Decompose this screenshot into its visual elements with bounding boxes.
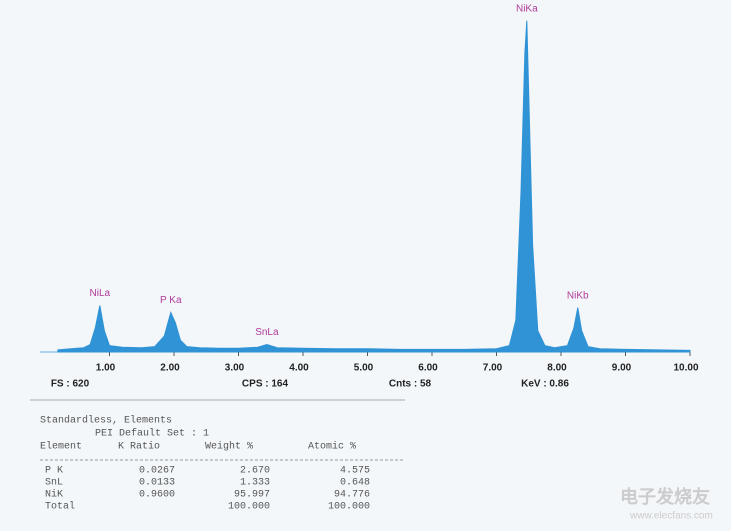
x-tick-label: 1.00 <box>96 363 116 374</box>
peak-label: NiKb <box>567 290 589 301</box>
table-cell: 100.000 <box>228 502 270 513</box>
table-cell: 1.333 <box>240 478 270 489</box>
peak-label: NiKa <box>516 3 538 14</box>
table-cell: 94.776 <box>334 490 370 501</box>
table-cell: P K <box>45 466 63 477</box>
table-cell: 0.648 <box>340 478 370 489</box>
watermark-url: www.elecfans.com <box>629 511 713 522</box>
table-cell: 0.0267 <box>139 466 175 477</box>
table-cell: 0.0133 <box>139 478 175 489</box>
stat: KeV : 0.86 <box>521 379 569 390</box>
table-cell: Total <box>45 501 75 513</box>
stat: CPS : 164 <box>242 379 289 390</box>
x-tick-label: 8.00 <box>547 363 567 374</box>
x-tick-label: 9.00 <box>612 363 632 374</box>
spectrum <box>57 20 691 353</box>
table-cell: 0.9600 <box>139 490 175 501</box>
table-cell: 100.000 <box>328 502 370 513</box>
x-tick-label: 6.00 <box>418 363 438 374</box>
table-cell: 2.670 <box>240 466 270 477</box>
x-tick-label: 2.00 <box>160 363 180 374</box>
table-title: Standardless, Elements <box>40 415 172 427</box>
stat: FS : 620 <box>51 379 90 390</box>
table-cell: 95.997 <box>234 490 270 501</box>
x-tick-label: 10.00 <box>673 363 698 374</box>
table-header: K Ratio <box>118 441 160 453</box>
table-cell: NiK <box>45 489 63 501</box>
table-header: Atomic % <box>308 441 356 453</box>
table-subtitle: PEI Default Set : 1 <box>95 428 209 440</box>
watermark: 电子发烧友 <box>620 486 710 507</box>
peak-label: NiLa <box>90 288 111 299</box>
x-tick-label: 3.00 <box>225 363 245 374</box>
stat: Cnts : 58 <box>389 379 432 390</box>
table-header: Weight % <box>205 441 253 453</box>
table-cell: 4.575 <box>340 466 370 477</box>
x-tick-label: 4.00 <box>289 363 309 374</box>
x-tick-label: 5.00 <box>354 363 374 374</box>
x-tick-label: 7.00 <box>483 363 503 374</box>
table-cell: SnL <box>45 478 63 489</box>
peak-label: P Ka <box>160 295 182 306</box>
table-header: Element <box>40 441 82 453</box>
peak-label: SnLa <box>255 327 279 338</box>
